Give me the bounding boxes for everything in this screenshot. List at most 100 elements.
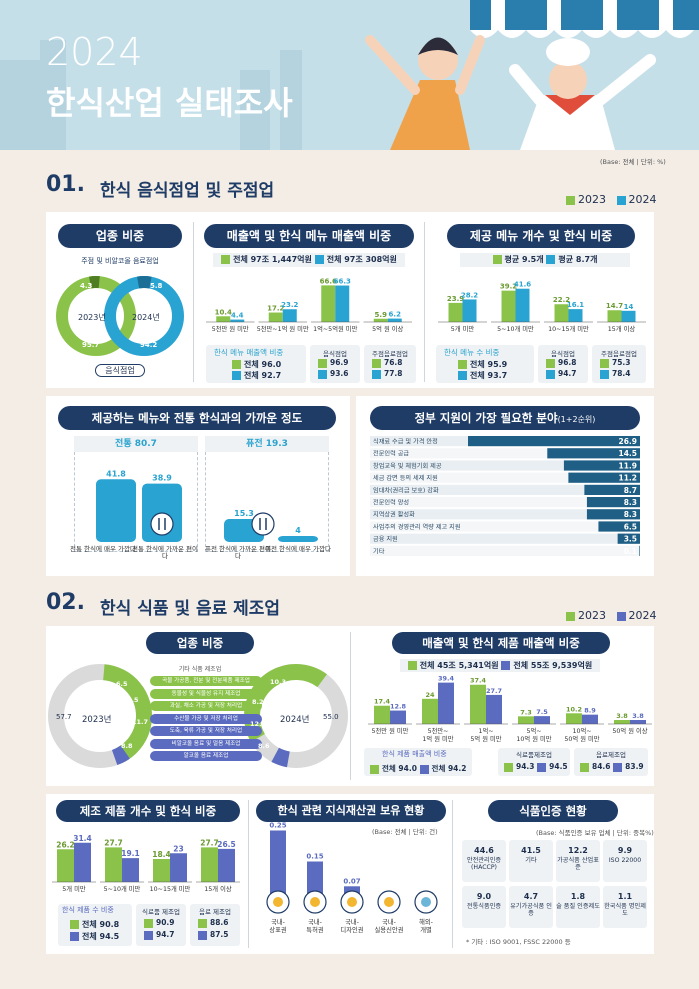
bar-s1menubars-1-1 [515, 288, 530, 322]
bar-s2salesbars-5-0 [614, 720, 630, 724]
s2-v2023-2: 9.5 [127, 696, 139, 704]
bar-prodbars-2-1 [170, 853, 187, 882]
chopsticks-icon [150, 512, 174, 536]
bar-prodbars-1-0 [105, 847, 122, 882]
cert-label-0: 안전관리인증 (HACCP) [466, 857, 502, 872]
bar-s1menubars-3-1 [621, 310, 636, 322]
bar-s1menubars-2-0 [554, 304, 569, 322]
s1-support-title: 정부 지원이 가장 필요한 분야(1+2순위) [370, 406, 640, 430]
axis-label-prodbars-0-0: 5개 미만 [62, 884, 86, 893]
bar-s1menubars-3-0 [607, 310, 622, 322]
s1-menu-overall-2023: 전체 95.9 [458, 359, 507, 370]
bar-value-s1salesbars-1-1: 23.2 [281, 301, 298, 309]
closeness-bar-0 [96, 479, 136, 542]
support-label-9: 기타 [373, 547, 385, 555]
axis-label-s2salesbars-1-1: 1억 원 미만 [422, 734, 453, 743]
bar-s2salesbars-3-1 [534, 716, 550, 724]
s2-sales-ratio-title: 한식 제품 매출액 비중 [382, 750, 447, 758]
s2-category-label-1: 동물성 및 식물성 유지 제조업 [150, 688, 262, 699]
base-note: (Base: 전체 | 단위: %) [600, 158, 666, 166]
ip-icon-center-1 [310, 897, 320, 907]
bar-s1salesbars-0-0 [216, 316, 231, 322]
bar-s1menubars-2-1 [568, 309, 583, 322]
support-label-8: 금융 지원 [373, 535, 398, 543]
support-value-8: 3.5 [624, 535, 637, 544]
ip-value-0: 0.25 [269, 822, 286, 830]
closeness-value-0: 41.8 [106, 469, 126, 478]
ip-value-1: 0.15 [306, 853, 323, 861]
trad-header: 전통 80.7 [74, 436, 198, 452]
support-value-6: 8.3 [624, 510, 637, 519]
s2-v2024-4: 8.6 [258, 742, 270, 750]
bar-value-s1menubars-1-1: 41.6 [514, 281, 531, 289]
support-row-bg-4 [370, 484, 640, 495]
bar-s1salesbars-2-1 [335, 285, 350, 322]
page-title: 한식산업 실태조사 [46, 84, 293, 122]
header-year: 2024 [46, 30, 143, 74]
bar-value-s1salesbars-0-1: 4.4 [231, 312, 244, 320]
s2-donut-2023-center: 2023년 [82, 715, 112, 725]
bar-s1salesbars-1-1 [282, 309, 297, 322]
axis-label-s1salesbars-3-0: 5억 원 이상 [372, 324, 403, 333]
cert-label-5: 유기가공식품 인증 [510, 903, 552, 918]
bar-value-s2salesbars-2-1: 27.7 [486, 687, 502, 695]
s1-closeness-title: 제공하는 메뉴와 전통 한식과의 가까운 정도 [58, 406, 336, 430]
bar-value-prodbars-2-1: 23 [173, 844, 183, 853]
cert-value-0: 44.6 [474, 846, 494, 855]
header-banner: 2024 한식산업 실태조사 [0, 0, 699, 150]
support-label-1: 전문인력 공급 [373, 450, 409, 458]
awning-icon [470, 0, 699, 38]
s2-v2024-1: 10.3 [270, 678, 287, 686]
s2-other-label: 기타 식품 제조업 [178, 666, 222, 673]
s2-products-title: 제조 제품 개수 및 한식 비중 [56, 800, 240, 822]
s2-sales-totals: 전체 45조 5,341억원 전체 55조 9,539억원 [400, 659, 600, 672]
s1-sales-rest-label: 음식점업 [323, 350, 347, 358]
bar-value-s2salesbars-3-1: 7.5 [536, 708, 548, 716]
ip-label-2-1: 디자인권 [340, 925, 363, 934]
cert-item-6: 1.8 술 품질 인증제도 [556, 886, 600, 928]
closeness-bar-3 [278, 536, 318, 542]
ip-label-2-0: 국내- [345, 917, 359, 926]
bar-value-s2salesbars-0-1: 12.8 [390, 703, 407, 711]
support-row-bg-7 [370, 521, 640, 532]
bar-s2salesbars-5-1 [630, 720, 646, 724]
bar-value-s2salesbars-3-0: 7.3 [520, 708, 532, 716]
ip-label-3-1: 실용신안권 [375, 925, 404, 934]
s2-products-bev-label: 음료 제조업 [199, 908, 231, 916]
ip-icon-center-4 [421, 897, 431, 907]
cert-value-1: 41.5 [521, 846, 541, 855]
s1-sales-pub-2023: 76.8 [372, 358, 403, 368]
s2-products-bars: 26.231.4 5개 미만 27.7 19.1 5~10개 미만 18.423 10~15… [52, 834, 240, 893]
support-label-3: 세금 감면 등의 세제 지원 [373, 474, 438, 482]
axis-label-s2salesbars-4-1: 50억 원 미만 [564, 734, 599, 743]
support-label-7: 사업주의 경영관리 역량 제고 지원 [373, 523, 461, 531]
closeness-bars: 41.8 38.9 15.3 4 [96, 469, 318, 542]
s1-menu-ratio-box [436, 345, 534, 383]
s1-menu-overall-2024: 전체 93.7 [458, 370, 507, 381]
bar-value-prodbars-0-1: 31.4 [73, 834, 92, 843]
ip-label-4-0: 해외- [419, 917, 433, 926]
axis-label-prodbars-2-0: 10~15개 미만 [150, 884, 191, 893]
bar-s2salesbars-2-1 [486, 694, 502, 724]
support-value-4: 8.7 [624, 486, 637, 495]
s1-sales-bars: 10.4 4.4 5천만 원 미만 17.223.2 5천만~1억 원 미만 66.666… [206, 277, 412, 333]
bar-s2salesbars-3-0 [518, 716, 534, 724]
bar-value-s1salesbars-0-0: 10.4 [215, 308, 232, 316]
bar-prodbars-3-0 [201, 847, 218, 882]
s2-category-label-4: 도축, 육류 가공 및 저장 처리업 [150, 726, 262, 736]
bar-s2salesbars-2-0 [470, 684, 486, 724]
bar-value-s1menubars-3-0: 14.7 [606, 302, 623, 310]
s2-donut-chart [48, 664, 348, 769]
fusion-group-frame [205, 452, 329, 552]
section2-legend: 2023 2024 [566, 609, 657, 622]
s1-sales-overall-2024: 전체 92.7 [232, 370, 281, 381]
section1-title: 한식 음식점업 및 주점업 [100, 181, 275, 201]
axis-label-s2salesbars-5-0: 50억 원 이상 [612, 726, 647, 735]
bar-s1salesbars-3-1 [387, 318, 402, 322]
support-bar-8 [617, 533, 640, 544]
bar-value-s1menubars-2-1: 16.1 [567, 301, 584, 309]
support-value-3: 11.2 [618, 474, 637, 483]
s1-menu-pub-2023: 75.3 [600, 358, 631, 368]
bar-value-s2salesbars-5-1: 3.8 [632, 712, 644, 720]
s2-sales-bev-label: 음료제조업 [596, 751, 626, 759]
